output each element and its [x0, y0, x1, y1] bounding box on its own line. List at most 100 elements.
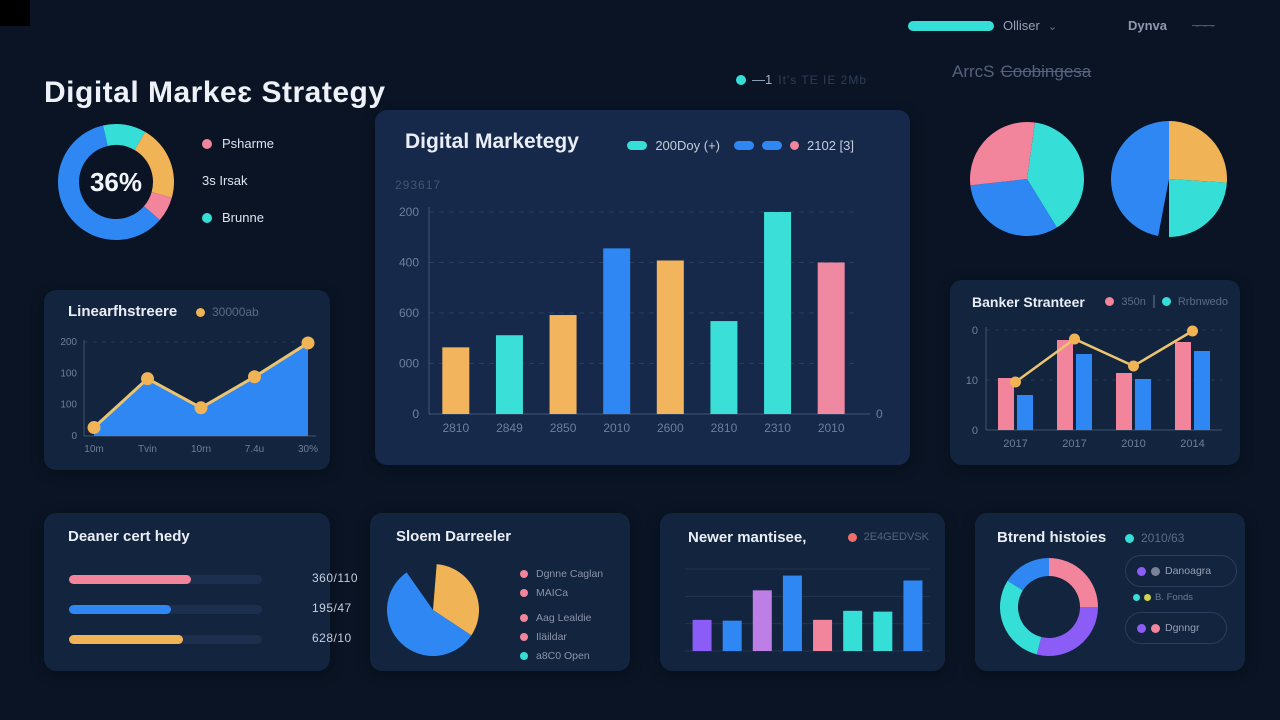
badge-dot-icon: [1151, 623, 1160, 633]
legend-label: 350n: [1121, 295, 1146, 308]
donut-chart: [993, 551, 1105, 668]
donut-card: Btrend histoies 2010/63 Danoagra B. Fond…: [975, 513, 1245, 671]
svg-text:2010: 2010: [818, 421, 845, 435]
nav-item-3-label: ~~~: [1192, 18, 1215, 33]
right-header-part1: ArrcS: [952, 62, 995, 81]
gauge-legend: Psharme 3s Irsak Brunne: [202, 136, 274, 225]
nav-item-1[interactable]: Olliser ⌄: [1003, 18, 1057, 33]
progress-row: 360/110: [44, 565, 358, 595]
legend-dot-icon: [196, 307, 205, 317]
svg-text:10rn: 10rn: [191, 444, 211, 455]
legend-dot-icon: [1125, 533, 1134, 543]
legend-label: Rrbnwedo: [1177, 295, 1228, 308]
legend-dot-icon: [202, 212, 212, 223]
legend-dot-icon: [520, 633, 528, 641]
pie-legend-item: a8C0 Open: [520, 650, 603, 662]
badge-note: B. Fonds: [1133, 592, 1237, 603]
badge-dot-icon: [1151, 566, 1160, 576]
area-chart-legend: 30000ab: [196, 305, 259, 319]
note-marker: —1: [752, 72, 773, 87]
combo-chart: 0 10 0 2017 2017 2010 2014: [956, 320, 1236, 465]
svg-text:30%: 30%: [298, 444, 318, 455]
gauge-legend-label: Brunne: [222, 210, 264, 225]
right-header: ArrcS Coobingesa: [952, 62, 1091, 82]
donut-card-legend: 2010/63: [1125, 531, 1184, 545]
svg-text:100: 100: [60, 400, 77, 411]
gauge-legend-item: Psharme: [202, 136, 274, 151]
legend-label: 200Doy (+): [655, 138, 720, 153]
main-chart-card: Digital Marketegy 200Doy (+) 2102 [3] 29…: [375, 110, 910, 465]
svg-text:2014: 2014: [1180, 438, 1204, 450]
legend-dot-icon: [202, 138, 212, 149]
svg-text:400: 400: [399, 256, 419, 270]
legend-dot-icon: [520, 589, 528, 597]
note-dot-icon: [736, 74, 746, 85]
nav-progress-pill: [908, 21, 994, 31]
legend-dot-icon: [520, 570, 528, 578]
svg-text:000: 000: [399, 357, 419, 371]
legend-label: 2102 [3]: [807, 138, 854, 153]
legend-label: 30000ab: [212, 305, 259, 319]
progress-track: [69, 575, 262, 584]
legend-label: 2010/63: [1141, 531, 1185, 545]
nav-item-1-label: Olliser: [1003, 18, 1040, 33]
note-dot-icon: [1144, 594, 1151, 601]
progress-card-title: Deaner cert hedy: [68, 528, 190, 545]
svg-text:2850: 2850: [550, 421, 577, 435]
donut-card-pills: Danoagra B. Fonds Dgnngr: [1125, 555, 1237, 644]
svg-text:10: 10: [966, 375, 978, 387]
pie-card-title: Sloem Darreeler: [396, 528, 512, 545]
progress-card: Deaner cert hedy 360/110 195/47 628/10: [44, 513, 358, 671]
progress-value: 628/10: [312, 631, 352, 645]
note-text: It's TE IE 2Mb: [778, 72, 867, 87]
combo-chart-legend: 350n Rrbnwedo: [1105, 295, 1228, 308]
svg-text:2010: 2010: [1121, 438, 1145, 450]
pie-chart-right: [1108, 117, 1230, 246]
nav-item-3[interactable]: ~~~: [1192, 18, 1215, 33]
gauge-legend-label: Psharme: [222, 136, 275, 151]
svg-text:200: 200: [399, 205, 419, 219]
svg-text:0: 0: [972, 325, 978, 337]
svg-text:600: 600: [399, 306, 419, 320]
progress-fill: [69, 635, 183, 644]
nav-item-2[interactable]: Dynva: [1128, 18, 1167, 33]
badge-label: Dgnngr: [1165, 622, 1200, 634]
nav-item-2-label: Dynva: [1128, 18, 1168, 33]
progress-track: [69, 605, 262, 614]
main-chart-title: Digital Marketegy: [405, 130, 579, 153]
legend-label: 2E4GEDVSK: [863, 531, 929, 543]
svg-text:0: 0: [71, 431, 77, 442]
area-chart-card: Linearfhstreere 30000ab 200 100 100 0 10m Tvi…: [44, 290, 330, 470]
area-chart-title: Linearfhstreere: [68, 303, 178, 320]
svg-text:200: 200: [60, 337, 77, 348]
mini-bar-chart: [685, 565, 930, 662]
combo-chart-title: Banker Stranteer: [972, 294, 1085, 310]
legend-dot-icon: [520, 614, 528, 622]
svg-text:100: 100: [60, 368, 77, 379]
svg-text:2810: 2810: [442, 421, 469, 435]
minibar-card-title: Newer mantisee,: [688, 529, 807, 546]
pill-badge[interactable]: Danoagra: [1125, 555, 1237, 587]
progress-value: 360/110: [312, 571, 358, 585]
pie-card: Sloem Darreeler Dgnne Caglan MAICa Aag Lea…: [370, 513, 630, 671]
gauge-center-value: 36%: [89, 167, 143, 197]
svg-text:Tvin: Tvin: [138, 444, 157, 455]
progress-value: 195/47: [312, 601, 352, 615]
legend-dot-icon: [847, 532, 857, 542]
svg-text:2810: 2810: [711, 421, 738, 435]
progress-row: 195/47: [44, 595, 351, 625]
pie-chart-left: [965, 118, 1085, 245]
gauge-donut-chart: [52, 118, 180, 251]
corner-decoration: [0, 0, 30, 26]
legend-dot-icon: [520, 652, 528, 660]
pie-chart-small: [380, 549, 486, 666]
legend-dot-icon: [790, 141, 799, 150]
pie-legend-item: MAICa: [520, 587, 603, 599]
pill-badge[interactable]: Dgnngr: [1125, 612, 1227, 644]
legend-pill-icon: [762, 141, 782, 150]
svg-text:0: 0: [972, 425, 978, 437]
right-header-part2: Coobingesa: [1000, 62, 1092, 81]
donut-card-title: Btrend histoies: [997, 529, 1107, 546]
combo-chart-card: Banker Stranteer 350n Rrbnwedo 0 10 0 2017 2…: [950, 280, 1240, 465]
svg-text:7.4u: 7.4u: [245, 444, 264, 455]
